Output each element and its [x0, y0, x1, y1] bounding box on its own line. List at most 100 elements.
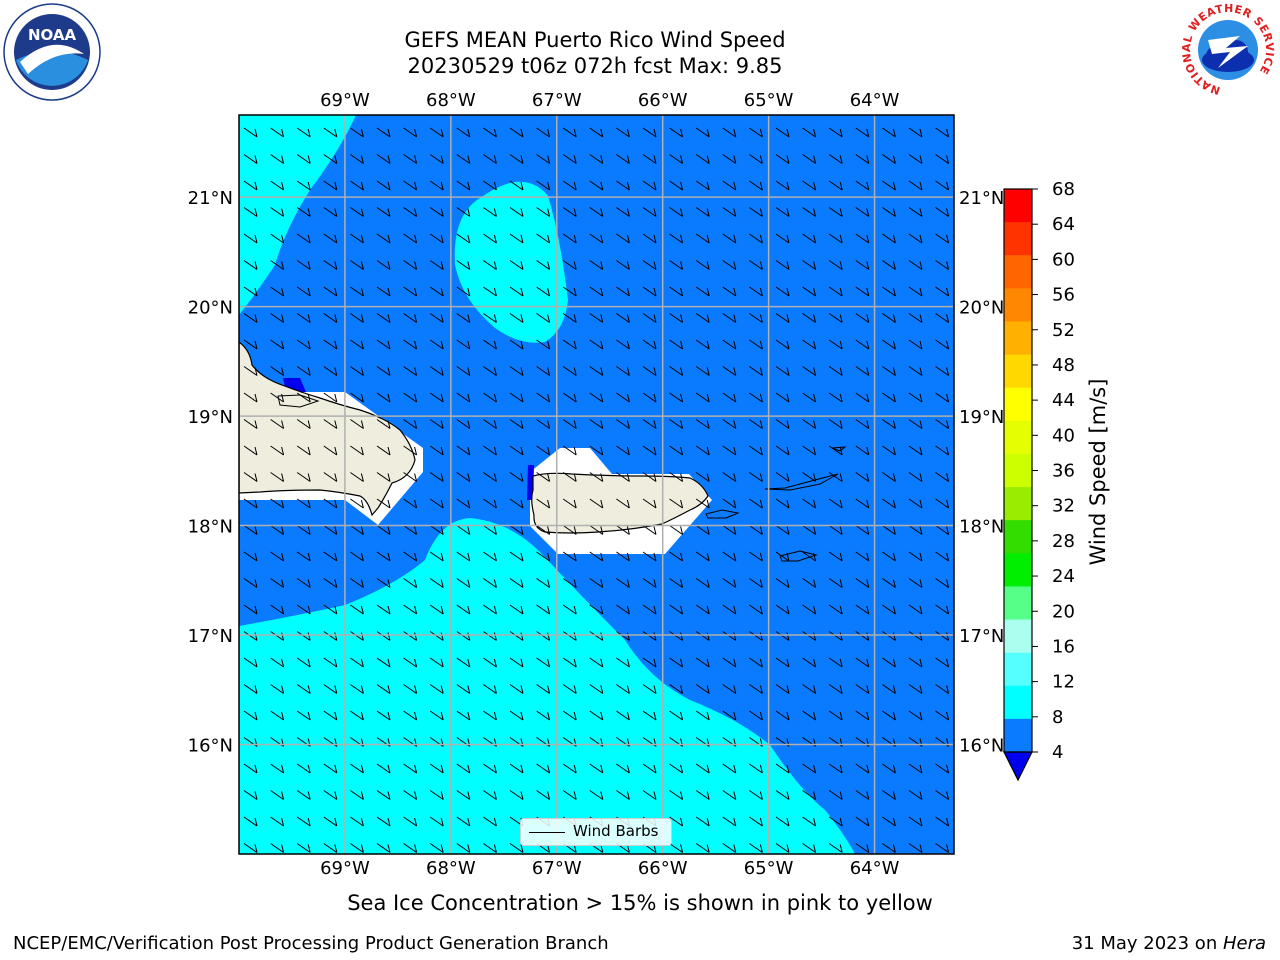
wind-barb-icon: [243, 551, 258, 562]
wind-barb-icon: [882, 657, 896, 668]
wind-barb-icon: [802, 180, 817, 191]
colorbar-tick-label: 20: [1052, 601, 1075, 622]
wind-barb-icon: [562, 419, 577, 429]
wind-barb-icon: [855, 578, 870, 588]
wind-barb-icon: [855, 260, 870, 270]
wind-barb-icon: [296, 498, 311, 509]
wind-barb-icon: [669, 286, 684, 297]
wind-barb-icon: [403, 816, 418, 827]
wind-barb-icon: [828, 366, 843, 376]
wind-barb-icon: [669, 684, 684, 694]
wind-barb-icon: [616, 392, 630, 403]
wind-barb-icon: [376, 790, 391, 800]
wind-barb-icon: [802, 207, 817, 217]
lon-label-top: 65°W: [744, 90, 794, 111]
wind-barb-icon: [429, 286, 444, 297]
wind-barb-icon: [562, 154, 577, 164]
wind-barb-icon: [270, 578, 285, 588]
wind-barb-icon: [589, 445, 604, 456]
wind-barb-icon: [695, 551, 710, 562]
wind-barb-icon: [828, 180, 843, 191]
wind-barb-icon: [323, 207, 338, 217]
wind-barb-icon: [270, 339, 285, 350]
wind-barb-icon: [722, 233, 737, 244]
wind-barb-icon: [376, 366, 391, 376]
wind-barb-icon: [749, 551, 763, 562]
wind-barb-icon: [536, 180, 551, 191]
colorbar-tick-label: 64: [1052, 214, 1075, 235]
wind-barb-icon: [749, 392, 763, 403]
wind-barb-icon: [749, 684, 763, 694]
wind-barb-icon: [403, 763, 418, 774]
wind-barb-icon: [616, 154, 630, 164]
wind-barb-icon: [802, 763, 817, 774]
wind-barb-icon: [935, 366, 950, 376]
wind-barb-icon: [296, 127, 311, 138]
wind-barb-icon: [483, 472, 497, 482]
wind-barb-icon: [695, 127, 710, 138]
wind-barb-icon: [616, 233, 630, 244]
lat-label-left: 16°N: [188, 736, 233, 757]
wind-barb-icon: [669, 180, 684, 191]
wind-barb-icon: [802, 710, 817, 721]
wind-barb-icon: [403, 180, 418, 191]
wind-barb-icon: [882, 154, 896, 164]
wind-barb-icon: [536, 551, 551, 562]
wind-barb-icon: [376, 445, 391, 456]
wind-barb-icon: [536, 260, 551, 270]
wind-barb-icon: [749, 631, 763, 641]
wind-barb-icon: [695, 154, 710, 164]
wind-barb-icon: [509, 154, 524, 164]
wind-barb-icon: [828, 260, 843, 270]
wind-barb-icon: [509, 843, 524, 853]
wind-barb-icon: [828, 657, 843, 668]
wind-barb-icon: [882, 578, 896, 588]
wind-barb-icon: [775, 207, 790, 217]
wind-barb-icon: [403, 233, 418, 244]
wind-barb-icon: [775, 392, 790, 403]
wind-barb-icon: [882, 472, 896, 482]
wind-barb-icon: [855, 604, 870, 615]
colorbar-bin: [1004, 685, 1032, 720]
wind-barb-icon: [908, 127, 923, 138]
wind-barb-icon: [749, 260, 763, 270]
wind-barb-icon: [722, 763, 737, 774]
wind-barb-icon: [562, 631, 577, 641]
wind-barb-icon: [642, 790, 657, 800]
wind-barb-icon: [270, 180, 285, 191]
wind-barb-icon: [749, 154, 763, 164]
wind-barb-icon: [296, 419, 311, 429]
wind-barb-icon: [669, 816, 684, 827]
wind-barb-icon: [775, 631, 790, 641]
wind-barb-icon: [642, 763, 657, 774]
colorbar-tick-label: 56: [1052, 285, 1075, 306]
wind-barb-icon: [695, 392, 710, 403]
wind-barb-icon: [935, 445, 950, 456]
wind-barb-icon: [350, 472, 364, 482]
wind-barb-icon: [669, 366, 684, 376]
legend-line-icon: [529, 832, 565, 833]
wind-barb-icon: [350, 286, 364, 297]
wind-barb-icon: [429, 657, 444, 668]
wind-barb-icon: [882, 339, 896, 350]
wind-barb-icon: [828, 684, 843, 694]
wind-barb-icon: [882, 260, 896, 270]
wind-barb-icon: [935, 710, 950, 721]
wind-barb-icon: [376, 286, 391, 297]
lat-label-left: 19°N: [188, 407, 233, 428]
wind-barb-icon: [270, 816, 285, 827]
wind-barb-icon: [802, 843, 817, 853]
wind-barb-icon: [695, 631, 710, 641]
wind-barb-icon: [243, 631, 258, 641]
wind-barb-icon: [589, 578, 604, 588]
wind-barb-icon: [828, 843, 843, 853]
wind-barb-icon: [323, 843, 338, 853]
wind-barb-icon: [456, 419, 471, 429]
wind-barb-icon: [350, 366, 364, 376]
wind-barb-icon: [403, 419, 418, 429]
wind-barb-icon: [828, 313, 843, 323]
wind-barb-icon: [456, 604, 471, 615]
wind-barb-icon: [403, 551, 418, 562]
wind-barb-icon: [935, 180, 950, 191]
lat-label-right: 16°N: [959, 736, 1004, 757]
